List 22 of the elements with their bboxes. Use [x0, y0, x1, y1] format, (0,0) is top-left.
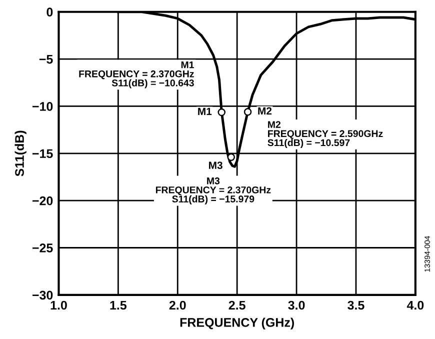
x-tick-label: 4.0	[406, 300, 424, 310]
annotation: M1 FREQUENCY = 2.370GHz S11(dB) = −10.643	[79, 61, 194, 88]
annotation: M1	[198, 108, 212, 115]
x-tick-label: 1.0	[50, 300, 67, 310]
x-tick-label: 3.5	[348, 300, 364, 310]
x-tick-label: 1.5	[110, 300, 127, 310]
annotation: M2	[258, 107, 272, 115]
y-tick-label: −15	[32, 149, 53, 158]
x-tick-label: 3.0	[288, 300, 305, 310]
y-tick-label: −20	[32, 196, 53, 206]
y-tick-label: −25	[32, 244, 53, 252]
x-tick-label: 2.5	[228, 300, 246, 310]
y-tick-label: −30	[32, 290, 53, 300]
x-tick-label: 2.0	[169, 300, 186, 310]
y-axis-title: S11(dB)	[14, 130, 26, 176]
x-axis-title: FREQUENCY (GHz)	[180, 318, 294, 330]
y-tick-label: 0	[46, 8, 53, 17]
annotation: M3 FREQUENCY = 2.370GHz S11(dB) = −15.979	[156, 177, 271, 204]
y-tick-label: −5	[39, 54, 53, 64]
annotation: M2 FREQUENCY = 2.590GHz S11(dB) = −10.597	[268, 121, 383, 148]
y-tick-label: −10	[32, 102, 53, 111]
annotation: M3	[209, 162, 222, 170]
